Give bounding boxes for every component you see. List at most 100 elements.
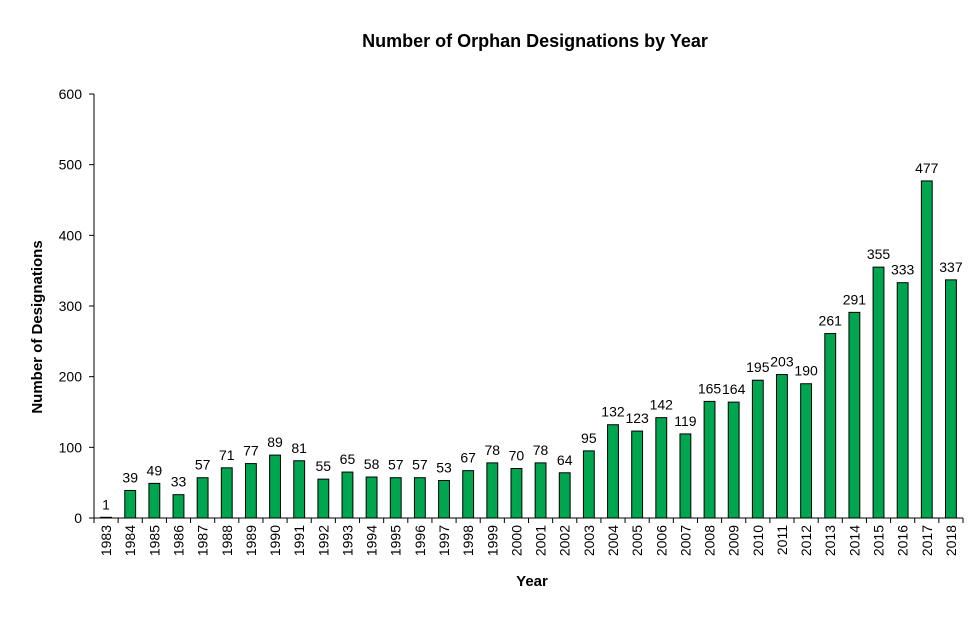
- x-tick-label-2008: 2008: [702, 525, 718, 556]
- bar-1985: [148, 482, 161, 519]
- x-tick-label-2014: 2014: [846, 525, 862, 556]
- x-tick-label-1986: 1986: [170, 525, 186, 556]
- data-label-2003: 95: [581, 430, 597, 446]
- x-tick-label-1996: 1996: [412, 525, 428, 556]
- bar-1996: [413, 477, 426, 519]
- bar-1990: [269, 454, 281, 519]
- data-label-2010: 195: [746, 359, 770, 375]
- data-label-2004: 132: [601, 404, 625, 420]
- x-tick-label-2005: 2005: [629, 525, 645, 556]
- data-label-1984: 39: [122, 469, 138, 485]
- bar-2014: [848, 311, 861, 519]
- data-labels-group: 1 39 49 33 57 71 77 89 81 55 65 58 57 57 53 67 78 70 78 64 9…: [102, 160, 963, 512]
- x-tick-label-1988: 1988: [219, 525, 235, 556]
- x-tick-label-1983: 1983: [98, 525, 114, 556]
- bar-1988: [220, 467, 233, 519]
- y-tick-label: 400: [59, 227, 83, 243]
- x-tick-label-2011: 2011: [774, 525, 790, 555]
- x-tick-label-2017: 2017: [919, 525, 935, 556]
- data-label-2014: 291: [843, 291, 867, 307]
- data-label-2007: 119: [674, 413, 697, 429]
- bar-1997: [438, 480, 450, 519]
- data-label-1988: 71: [219, 447, 235, 463]
- data-label-1987: 57: [195, 457, 211, 473]
- x-tick-label-1994: 1994: [364, 525, 380, 556]
- bar-1998: [462, 470, 475, 519]
- chart-title: Number of Orphan Designations by Year: [362, 31, 708, 51]
- bars-group: [100, 180, 957, 519]
- x-axis-title: Year: [516, 573, 548, 590]
- bar-2016: [896, 282, 909, 519]
- data-label-1991: 81: [291, 440, 307, 456]
- bar-1984: [124, 489, 137, 519]
- bar-1995: [389, 477, 402, 519]
- bar-2005: [631, 430, 644, 519]
- y-tick-label: 500: [59, 157, 83, 173]
- data-label-2001: 78: [533, 442, 549, 458]
- bar-1999: [486, 462, 499, 519]
- bar-2015: [872, 266, 885, 519]
- bar-2004: [607, 424, 619, 519]
- bar-2007: [679, 433, 692, 519]
- data-label-1993: 65: [340, 451, 356, 467]
- bar-2013: [824, 333, 837, 519]
- bar-1992: [317, 478, 330, 519]
- data-label-1983: 1: [102, 496, 110, 512]
- data-label-2015: 355: [867, 246, 891, 262]
- data-label-2013: 261: [819, 313, 843, 329]
- data-label-2016: 333: [891, 262, 915, 278]
- bar-2003: [582, 450, 595, 519]
- y-tick-label: 600: [59, 86, 83, 102]
- bar-1993: [341, 471, 354, 519]
- data-label-1996: 57: [412, 457, 428, 473]
- data-label-2011: 203: [770, 354, 794, 370]
- x-tick-label-2001: 2001: [533, 525, 549, 556]
- y-axis: 0 100 200 300 400 500 600: [59, 86, 95, 526]
- x-tick-label-1999: 1999: [484, 525, 500, 556]
- bar-1991: [293, 460, 306, 519]
- data-label-2012: 190: [794, 363, 818, 379]
- y-tick-label: 100: [59, 439, 83, 455]
- bar-1989: [244, 463, 257, 519]
- x-tick-label-2000: 2000: [508, 525, 524, 556]
- bar-2001: [534, 462, 547, 519]
- data-label-2017: 477: [915, 160, 939, 176]
- data-label-1990: 89: [267, 434, 283, 450]
- x-tick-label-2002: 2002: [557, 525, 573, 556]
- x-tick-label-1995: 1995: [388, 525, 404, 556]
- bar-2010: [751, 379, 764, 519]
- x-tick-label-2013: 2013: [822, 525, 838, 556]
- y-tick-label: 0: [74, 510, 82, 526]
- data-label-1997: 53: [436, 460, 452, 476]
- bar-2002: [558, 472, 571, 519]
- data-label-2006: 142: [650, 397, 674, 413]
- x-tick-label-1998: 1998: [460, 525, 476, 556]
- y-tick-label: 200: [59, 369, 83, 385]
- y-tick-label: 300: [59, 298, 83, 314]
- bar-1983: [100, 516, 113, 519]
- data-label-1998: 67: [460, 450, 476, 466]
- data-label-2005: 123: [625, 410, 649, 426]
- data-label-2000: 70: [509, 448, 525, 464]
- x-tick-label-2004: 2004: [605, 525, 621, 556]
- x-tick-label-1989: 1989: [243, 525, 259, 556]
- x-tick-label-2016: 2016: [895, 525, 911, 556]
- x-tick-label-1997: 1997: [436, 525, 452, 556]
- data-label-1995: 57: [388, 457, 404, 473]
- x-tick-label-1987: 1987: [195, 525, 211, 556]
- x-tick-label-2007: 2007: [677, 525, 693, 556]
- bar-2000: [510, 468, 523, 519]
- x-tick-label-2018: 2018: [943, 525, 959, 556]
- data-label-1992: 55: [316, 458, 332, 474]
- x-tick-label-2009: 2009: [726, 525, 742, 556]
- bar-1994: [365, 476, 378, 519]
- bar-2011: [776, 374, 788, 519]
- bar-1987: [196, 477, 209, 519]
- bar-1986: [172, 494, 185, 519]
- x-tick-label-1990: 1990: [267, 525, 283, 556]
- x-tick-label-1984: 1984: [122, 525, 138, 556]
- data-label-1989: 77: [243, 443, 259, 459]
- x-tick-label-2010: 2010: [750, 525, 766, 556]
